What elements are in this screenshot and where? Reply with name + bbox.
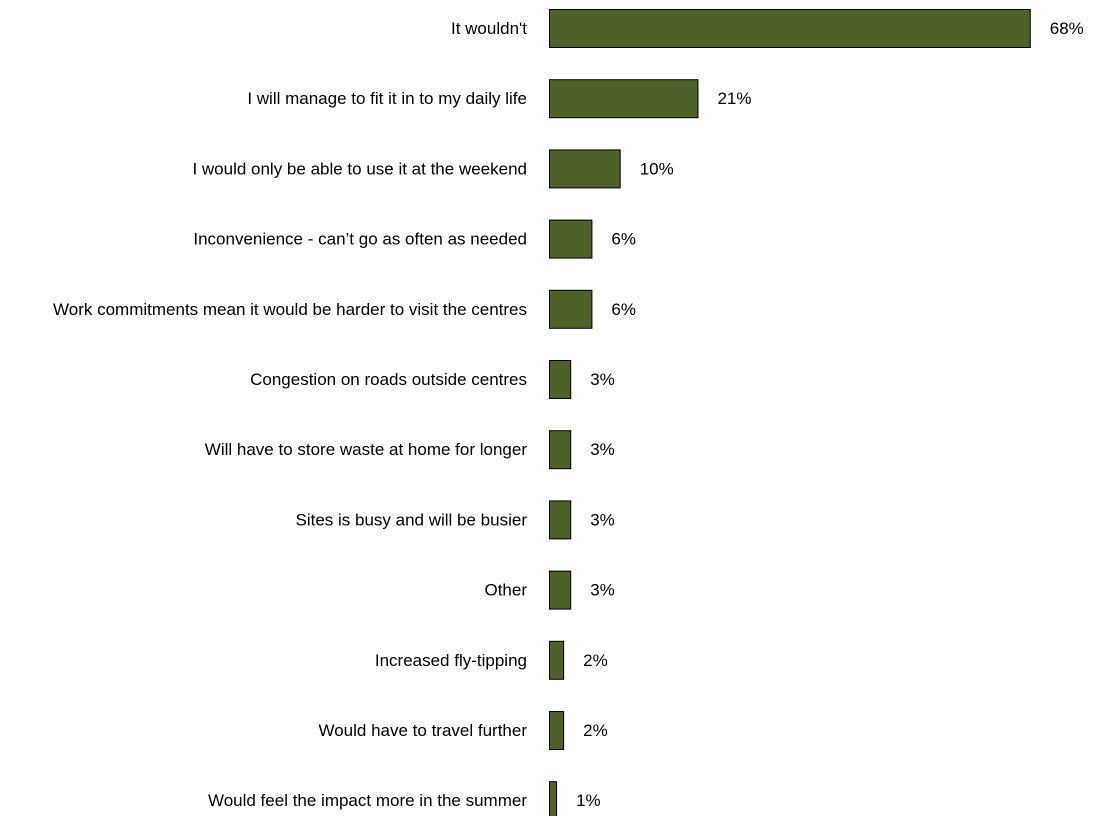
bar-work-commitments-mean-it-would-be-harder-to-visit-the-centres (549, 289, 593, 329)
value-label-i-will-manage-to-fit-it-in-to-my-daily-life: 21% (717, 89, 751, 108)
bar-sites-is-busy-and-will-be-busier (549, 500, 572, 540)
bar-will-have-to-store-waste-at-home-for-longer (549, 430, 572, 470)
value-label-congestion-on-roads-outside-centres: 3% (590, 370, 615, 389)
category-label-would-have-to-travel-further: Would have to travel further (318, 721, 527, 740)
bar-would-have-to-travel-further (549, 711, 565, 750)
category-label-congestion-on-roads-outside-centres: Congestion on roads outside centres (250, 370, 527, 389)
value-label-would-feel-the-impact-more-in-the-summer: 1% (576, 791, 601, 810)
category-label-sites-is-busy-and-will-be-busier: Sites is busy and will be busier (295, 510, 527, 529)
value-labels: 68% 21% 10% 6% 6% 3% 3% 3% 3% 2% 2% 1% (576, 19, 1084, 810)
value-label-i-would-only-be-able-to-use-it-at-the-weekend: 10% (640, 159, 674, 178)
category-label-will-have-to-store-waste-at-home-for-longer: Will have to store waste at home for lon… (205, 440, 528, 459)
category-label-i-would-only-be-able-to-use-it-at-the-weekend: I would only be able to use it at the we… (192, 159, 527, 178)
value-label-other: 3% (590, 581, 615, 600)
value-label-will-have-to-store-waste-at-home-for-longer: 3% (590, 440, 615, 459)
bar-other (549, 570, 572, 610)
category-label-increased-fly-tipping: Increased fly-tipping (375, 651, 527, 670)
value-label-inconvenience-can-t-go-as-often-as-needed: 6% (611, 230, 636, 249)
value-label-work-commitments-mean-it-would-be-harder-to-visit-the-centres: 6% (611, 300, 636, 319)
bar-it-wouldn-t (549, 9, 1031, 48)
bar-increased-fly-tipping (549, 640, 565, 680)
value-label-would-have-to-travel-further: 2% (583, 721, 608, 740)
value-label-sites-is-busy-and-will-be-busier: 3% (590, 510, 615, 529)
category-label-it-wouldn-t: It wouldn't (451, 19, 527, 38)
bar-i-will-manage-to-fit-it-in-to-my-daily-life (549, 79, 699, 119)
bar-would-feel-the-impact-more-in-the-summer (549, 781, 558, 816)
category-labels: It wouldn't I will manage to fit it in to… (53, 19, 527, 810)
bar-i-would-only-be-able-to-use-it-at-the-weekend (549, 149, 621, 189)
category-label-i-will-manage-to-fit-it-in-to-my-daily-life: I will manage to fit it in to my daily l… (247, 89, 527, 108)
bar-inconvenience-can-t-go-as-often-as-needed (549, 219, 593, 259)
bar-congestion-on-roads-outside-centres (549, 360, 572, 399)
category-label-would-feel-the-impact-more-in-the-summer: Would feel the impact more in the summer (208, 791, 527, 810)
value-label-increased-fly-tipping: 2% (583, 651, 608, 670)
category-label-other: Other (484, 581, 527, 600)
category-label-work-commitments-mean-it-would-be-harder-to-visit-the-centres: Work commitments mean it would be harder… (53, 300, 527, 319)
value-label-it-wouldn-t: 68% (1050, 19, 1084, 38)
category-label-inconvenience-can-t-go-as-often-as-needed: Inconvenience - can’t go as often as nee… (193, 230, 527, 249)
bars-group (549, 9, 1031, 816)
